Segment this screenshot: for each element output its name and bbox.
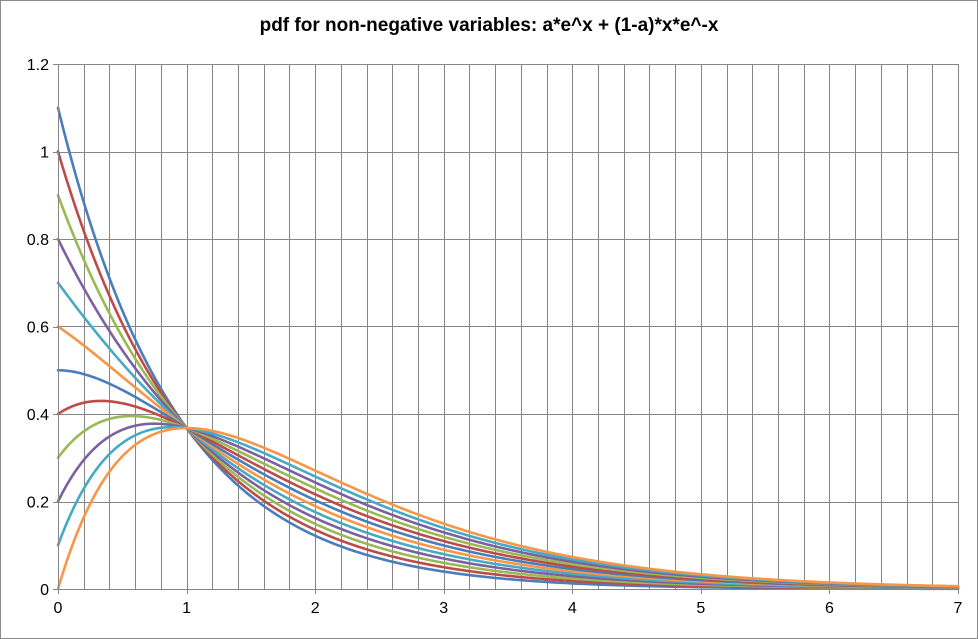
series-lines (56, 106, 960, 591)
y-tick-label: 0.2 (27, 495, 49, 512)
axes (53, 64, 959, 594)
x-tick-label: 3 (439, 600, 448, 617)
grid-lines (58, 64, 959, 589)
series-line-12 (56, 426, 960, 591)
chart-title: pdf for non-negative variables: a*e^x + … (259, 15, 719, 36)
x-tick-label: 6 (825, 600, 834, 617)
y-tick-label: 0.6 (27, 320, 49, 337)
x-tick-label: 0 (54, 600, 63, 617)
y-tick-label: 0 (40, 582, 49, 599)
y-tick-label: 0.8 (27, 232, 49, 249)
x-tick-label: 4 (568, 600, 577, 617)
tick-labels: 0 1 2 3 4 5 6 7 0 0.2 0.4 0.6 0.8 1 1.2 (27, 57, 963, 617)
y-tick-label: 0.4 (27, 407, 49, 424)
series-line-1 (56, 106, 960, 591)
x-tick-label: 5 (696, 600, 705, 617)
x-tick-label: 2 (311, 600, 320, 617)
series-line-3 (56, 193, 960, 590)
x-tick-label: 1 (182, 600, 191, 617)
series-line-2 (56, 150, 960, 590)
y-tick-label: 1.2 (27, 57, 49, 74)
y-tick-label: 1 (40, 145, 49, 162)
x-tick-label: 7 (954, 600, 963, 617)
series-line-4 (56, 237, 960, 590)
